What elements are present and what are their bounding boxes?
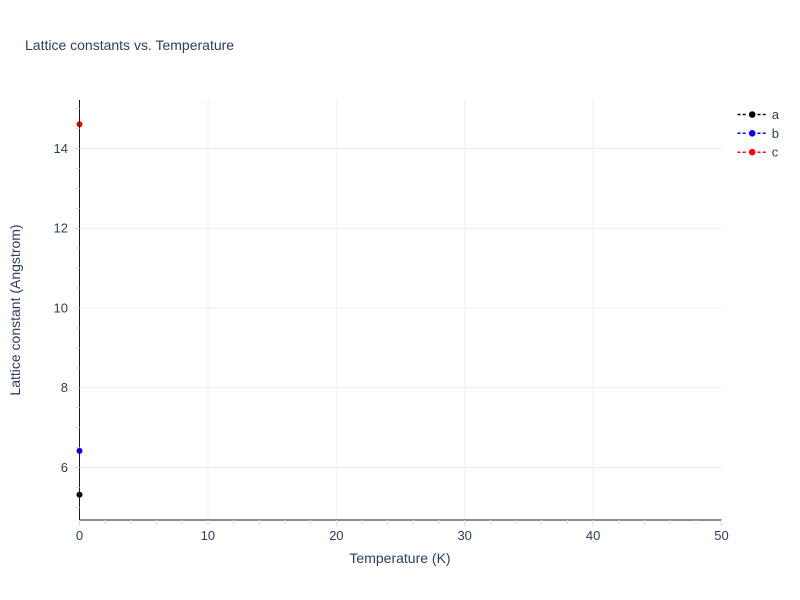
svg-text:30: 30 [457,528,471,543]
svg-text:0: 0 [76,528,83,543]
svg-text:Lattice constant (Angstrom): Lattice constant (Angstrom) [7,224,23,395]
svg-text:10: 10 [201,528,215,543]
svg-text:40: 40 [586,528,600,543]
svg-text:Lattice constants vs. Temperat: Lattice constants vs. Temperature [25,37,234,53]
svg-text:20: 20 [329,528,343,543]
svg-text:Temperature (K): Temperature (K) [349,550,450,566]
svg-text:c: c [772,145,779,160]
svg-text:50: 50 [714,528,728,543]
svg-text:8: 8 [61,380,68,395]
svg-text:14: 14 [54,141,68,156]
svg-text:6: 6 [61,460,68,475]
svg-text:b: b [772,126,779,141]
svg-text:12: 12 [54,221,68,236]
svg-text:a: a [772,107,780,122]
svg-text:10: 10 [54,300,68,315]
